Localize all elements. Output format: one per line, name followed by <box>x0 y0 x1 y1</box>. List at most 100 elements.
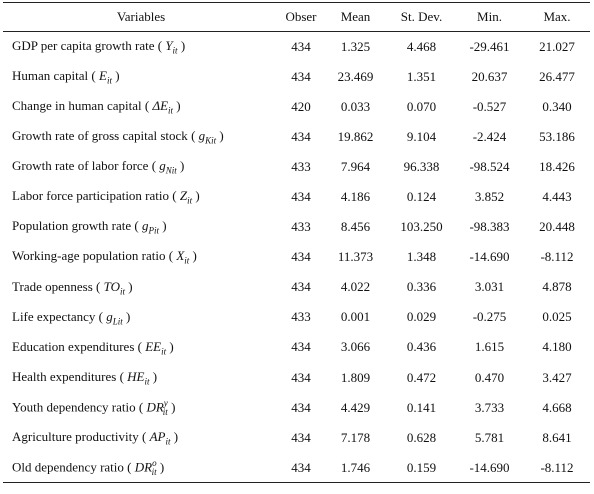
variable-label: Population growth rate <box>12 218 132 234</box>
variable-cell: Working-age population ratio ( Xit ) <box>12 248 197 266</box>
variable-subscript: it <box>162 407 168 418</box>
variable-subscript: it <box>184 256 190 266</box>
obser-cell: 420 <box>291 98 311 114</box>
min-cell: 3.733 <box>474 399 505 415</box>
st-dev-cell: 0.070 <box>406 98 437 114</box>
header-st-dev: St. Dev. <box>388 2 455 32</box>
st-dev-cell: 0.436 <box>406 339 437 355</box>
st-dev-cell: 1.351 <box>406 68 437 84</box>
variable-symbol: EE <box>145 338 162 354</box>
min-cell: -2.424 <box>472 128 507 144</box>
st-dev-cell: 0.124 <box>406 189 437 205</box>
header-obser: Obser <box>279 2 323 32</box>
st-dev-cell: 0.336 <box>406 279 437 295</box>
variable-symbol: TO <box>103 278 120 294</box>
variable-cell: Education expenditures ( EEit ) <box>12 338 174 357</box>
variable-label: Trade openness <box>12 278 93 294</box>
table-row: Working-age population ratio ( Xit ) 434 1… <box>3 242 590 272</box>
table-row: Population growth rate ( gPit ) 433 8.456 1… <box>3 212 590 242</box>
max-cell: -8.112 <box>540 249 574 265</box>
mean-cell: 0.001 <box>340 309 371 325</box>
variable-cell: Trade openness ( TOit ) <box>12 278 133 297</box>
mean-cell: 1.809 <box>340 369 371 385</box>
variable-symbol: ΔE <box>152 97 169 113</box>
variable-cell: Change in human capital ( ΔEit ) <box>12 97 181 116</box>
max-cell: 4.878 <box>542 279 572 295</box>
min-cell: -29.461 <box>469 38 510 54</box>
variable-superscript: y <box>163 398 168 409</box>
header-row: Variables Obser Mean St. Dev. Min. Max. <box>3 2 590 32</box>
mean-cell: 19.862 <box>337 128 374 144</box>
min-cell: -14.690 <box>455 452 524 484</box>
min-cell: -0.527 <box>472 98 507 114</box>
table-row: Growth rate of labor force ( gNit ) 433 7.… <box>3 152 590 182</box>
mean-cell: 1.746 <box>323 452 388 484</box>
descriptive-statistics-table: Variables Obser Mean St. Dev. Min. Max. … <box>3 2 590 484</box>
min-cell: 0.470 <box>474 369 505 385</box>
header-mean: Mean <box>323 2 388 32</box>
variable-symbol: X <box>176 248 185 264</box>
variable-symbol: Y <box>165 38 173 53</box>
min-cell: 3.852 <box>474 189 505 205</box>
variable-symbol: g <box>198 128 206 144</box>
variable-label: Growth rate of gross capital stock <box>12 128 188 144</box>
mean-cell: 8.456 <box>340 219 371 235</box>
table-row: Human capital ( Eit ) 434 23.469 1.351 20.63… <box>3 62 590 92</box>
variable-symbol: AP <box>149 428 166 444</box>
variable-subscript: Lit <box>112 316 123 327</box>
max-cell: 18.426 <box>539 158 575 174</box>
max-cell: 4.180 <box>542 339 572 355</box>
variable-label: Growth rate of labor force <box>12 158 149 174</box>
obser-cell: 434 <box>291 38 311 54</box>
obser-cell: 434 <box>291 189 311 205</box>
variable-label: Life expectancy <box>12 308 96 324</box>
variable-label: Working-age population ratio <box>12 248 166 264</box>
variable-symbol: g <box>106 308 113 324</box>
mean-cell: 0.033 <box>340 98 371 114</box>
mean-cell: 1.325 <box>340 38 371 54</box>
variable-cell: Life expectancy ( gLit ) <box>12 308 131 327</box>
max-cell: 0.340 <box>542 98 572 114</box>
mean-cell: 4.022 <box>340 279 371 295</box>
variable-cell: Population growth rate ( gPit ) <box>12 218 167 236</box>
variable-cell: Youth dependency ratio ( DRyit ) <box>12 398 176 418</box>
variable-label: Health expenditures <box>12 368 117 384</box>
variable-subscript: it <box>165 436 171 447</box>
variable-subscript: it <box>106 75 112 86</box>
min-cell: 20.637 <box>471 68 508 84</box>
st-dev-cell: 0.029 <box>406 309 437 325</box>
table-row: Education expenditures ( EEit ) 434 3.066 0… <box>3 332 590 362</box>
mean-cell: 3.066 <box>340 339 371 355</box>
mean-cell: 4.429 <box>340 399 371 415</box>
variable-symbol: HE <box>127 368 145 384</box>
variable-symbol: Z <box>179 188 188 204</box>
table-row: GDP per capita growth rate ( Yit ) 434 1.3… <box>3 32 590 62</box>
table-row: Trade openness ( TOit ) 434 4.022 0.336 3.03… <box>3 272 590 302</box>
variable-label: Change in human capital <box>12 97 142 113</box>
table-row: Agriculture productivity ( APit ) 434 7.17… <box>3 423 590 453</box>
min-cell: -0.275 <box>472 309 507 325</box>
max-cell: 3.427 <box>542 369 572 385</box>
variable-symbol: g <box>159 158 166 174</box>
variable-subscript: it <box>120 286 126 297</box>
obser-cell: 434 <box>291 369 311 385</box>
st-dev-cell: 4.468 <box>406 38 437 54</box>
st-dev-cell: 0.141 <box>406 399 437 415</box>
st-dev-cell: 103.250 <box>400 219 443 235</box>
variable-subscript: it <box>161 346 167 357</box>
mean-cell: 4.186 <box>340 189 371 205</box>
mean-cell: 7.178 <box>340 429 371 445</box>
variable-cell: GDP per capita growth rate ( Yit ) <box>12 38 186 56</box>
table-row: Labor force participation ratio ( Zit ) 4… <box>3 182 590 212</box>
variable-label: Labor force participation ratio <box>12 188 170 204</box>
variable-symbol: E <box>99 67 107 83</box>
obser-cell: 434 <box>291 429 311 445</box>
variable-subscript: Kit <box>205 135 217 146</box>
variable-label: Education expenditures <box>12 338 135 354</box>
variable-subscript: Pit <box>148 225 160 236</box>
header-min: Min. <box>455 2 524 32</box>
table-row: Growth rate of gross capital stock ( gKi… <box>3 122 590 152</box>
table-header: Variables Obser Mean St. Dev. Min. Max. <box>3 2 590 32</box>
variable-cell: Old dependency ratio ( DRoit ) <box>3 452 279 484</box>
